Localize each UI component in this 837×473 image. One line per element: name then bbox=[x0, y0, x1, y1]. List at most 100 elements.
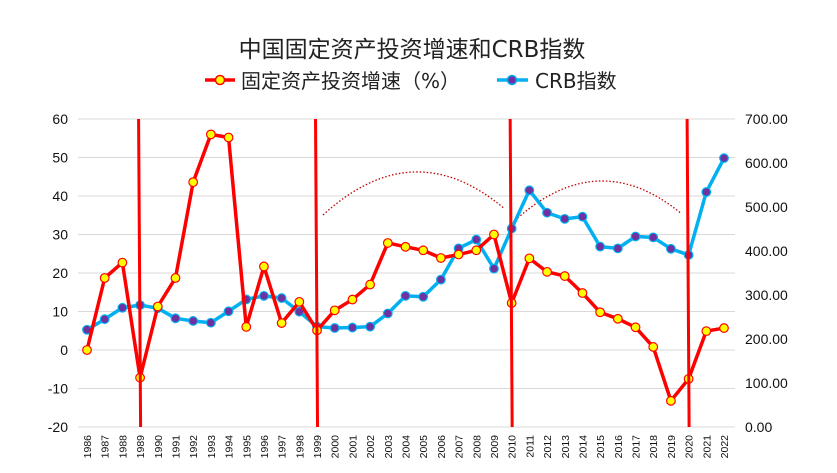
x-tick-label: 2003 bbox=[383, 435, 395, 459]
investment-point bbox=[595, 307, 606, 318]
x-tick-label: 2002 bbox=[365, 435, 377, 459]
crb-point bbox=[329, 323, 340, 333]
left-tick-label: -10 bbox=[48, 381, 68, 397]
vertical-marker-line bbox=[685, 118, 691, 428]
legend-label-investment: 固定资产投资增速（%） bbox=[241, 69, 460, 93]
right-tick-label: 300.00 bbox=[745, 287, 788, 303]
crb-point bbox=[347, 322, 358, 333]
investment-point bbox=[152, 301, 163, 312]
x-tick-label: 1992 bbox=[188, 435, 200, 459]
right-tick-label: 200.00 bbox=[745, 331, 788, 347]
x-tick-label: 2005 bbox=[418, 435, 430, 459]
investment-point bbox=[276, 318, 287, 328]
investment-point bbox=[453, 249, 464, 260]
crb-point bbox=[365, 321, 376, 332]
series bbox=[82, 129, 729, 406]
x-tick-label: 1991 bbox=[170, 435, 182, 459]
x-tick-label: 2018 bbox=[648, 435, 660, 459]
investment-point bbox=[347, 294, 358, 305]
crb-point bbox=[223, 306, 234, 317]
x-tick-label: 1999 bbox=[312, 435, 324, 459]
crb-point bbox=[542, 207, 552, 218]
right-tick-label: 400.00 bbox=[745, 243, 788, 259]
legend-item-crb[interactable]: CRB指数 bbox=[497, 69, 617, 93]
crb-point bbox=[382, 308, 393, 319]
investment-point bbox=[205, 129, 216, 140]
crb-point bbox=[701, 187, 712, 197]
crb-point bbox=[524, 185, 535, 196]
crb-point bbox=[666, 243, 676, 254]
investment-point bbox=[294, 296, 305, 307]
x-tick-label: 1989 bbox=[135, 435, 147, 459]
x-tick-label: 2011 bbox=[524, 435, 536, 458]
left-tick-label: 50 bbox=[52, 150, 68, 166]
x-tick-label: 1995 bbox=[241, 435, 253, 459]
x-tick-label: 2021 bbox=[701, 435, 713, 459]
crb-point bbox=[170, 313, 181, 324]
x-tick-label: 1988 bbox=[117, 435, 129, 459]
crb-point bbox=[400, 290, 411, 301]
x-tick-label: 2017 bbox=[631, 435, 643, 459]
x-tick-label: 2022 bbox=[719, 435, 731, 459]
right-tick-label: 700.00 bbox=[745, 111, 788, 127]
x-tick-label: 2016 bbox=[613, 435, 625, 459]
x-tick-label: 2014 bbox=[577, 435, 589, 459]
crb-point bbox=[205, 317, 216, 328]
x-tick-label: 2020 bbox=[684, 435, 696, 459]
x-axis: 1986 1987 1988 1989 1990 1991 1992 1993 1994 1995… bbox=[82, 435, 731, 459]
crb-point bbox=[471, 234, 482, 245]
right-tick-label: 600.00 bbox=[745, 155, 788, 171]
x-tick-label: 1986 bbox=[82, 435, 94, 459]
investment-point bbox=[666, 395, 676, 406]
crb-point bbox=[418, 291, 429, 302]
crb-point bbox=[577, 211, 588, 222]
vertical-marker-line bbox=[137, 118, 143, 428]
investment-point bbox=[117, 257, 128, 268]
crb-point bbox=[630, 231, 641, 242]
legend-marker-investment bbox=[214, 74, 226, 86]
investment-point bbox=[559, 271, 570, 281]
legend-item-investment[interactable]: 固定资产投资增速（%） bbox=[205, 69, 460, 93]
x-tick-label: 2007 bbox=[454, 435, 466, 459]
x-tick-label: 2009 bbox=[489, 435, 501, 459]
investment-growth-line bbox=[85, 132, 725, 403]
investment-point bbox=[382, 238, 393, 248]
investment-point bbox=[365, 279, 376, 290]
investment-point bbox=[170, 273, 181, 283]
legend: 固定资产投资增速（%） CRB指数 bbox=[205, 69, 617, 93]
x-tick-label: 1994 bbox=[224, 435, 236, 459]
x-tick-label: 1990 bbox=[153, 435, 165, 459]
x-tick-label: 1987 bbox=[100, 435, 112, 459]
x-tick-label: 2012 bbox=[542, 435, 554, 459]
x-tick-label: 2004 bbox=[401, 435, 413, 459]
x-tick-label: 1996 bbox=[259, 435, 271, 459]
investment-point bbox=[435, 253, 446, 263]
investment-point bbox=[400, 241, 411, 252]
x-tick-label: 2019 bbox=[666, 435, 678, 459]
investment-point bbox=[630, 322, 641, 333]
investment-point bbox=[223, 132, 234, 143]
investment-point bbox=[577, 288, 588, 298]
crb-point bbox=[559, 213, 570, 224]
investment-point bbox=[259, 261, 269, 272]
x-tick-label: 2006 bbox=[436, 435, 448, 459]
crb-point bbox=[276, 293, 287, 303]
left-axis: -20 -10 0 10 20 30 40 50 60 bbox=[48, 111, 68, 435]
dotted-trend-arc bbox=[322, 171, 505, 216]
crb-point bbox=[595, 241, 606, 252]
crb-point bbox=[489, 263, 499, 274]
right-axis: 0.00 100.00 200.00 300.00 400.00 500.00 600.00… bbox=[745, 111, 788, 435]
investment-point bbox=[82, 345, 92, 355]
investment-point bbox=[329, 305, 340, 316]
investment-point bbox=[612, 313, 623, 324]
crb-point bbox=[99, 314, 110, 325]
left-tick-label: -20 bbox=[48, 419, 68, 435]
investment-point bbox=[418, 245, 429, 256]
left-tick-label: 30 bbox=[52, 227, 68, 243]
legend-marker-crb bbox=[506, 74, 518, 86]
x-tick-label: 2013 bbox=[560, 435, 572, 459]
investment-point bbox=[489, 229, 499, 240]
x-tick-label: 2008 bbox=[471, 435, 483, 459]
investment-point bbox=[701, 326, 712, 337]
